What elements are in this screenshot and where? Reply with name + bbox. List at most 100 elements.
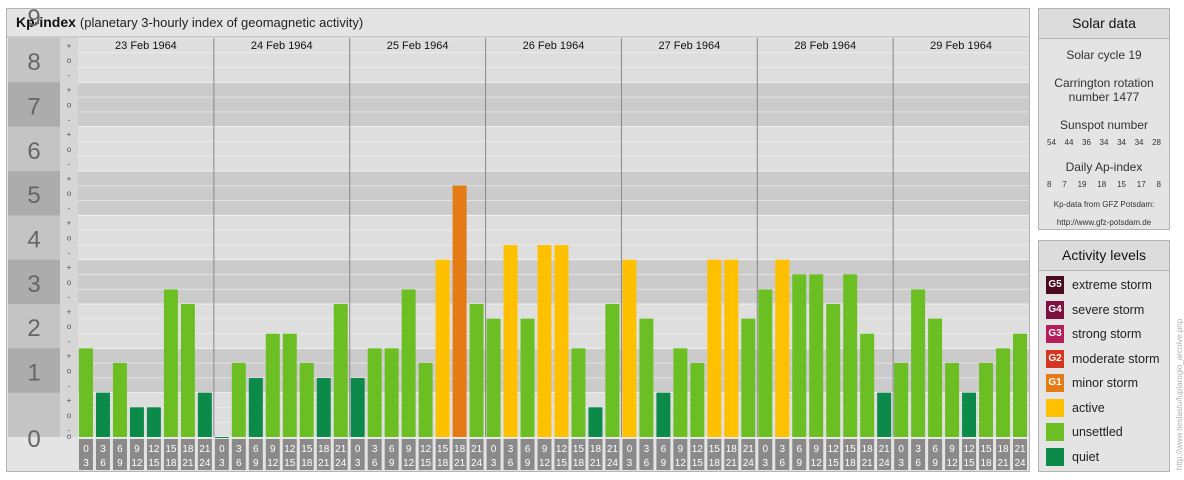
y-subtick-background [60, 38, 78, 437]
kp-bar [503, 245, 518, 437]
sunspot-value-6: 28 [1152, 138, 1161, 147]
sub-tick-label: + [67, 174, 72, 183]
kp-bar [146, 407, 161, 437]
kp-bar [469, 304, 484, 437]
interval-start: 3 [100, 444, 106, 455]
kp-bar [350, 378, 365, 437]
interval-end: 3 [627, 458, 633, 469]
ap-label: Daily Ap-index [1065, 160, 1143, 174]
interval-start: 12 [284, 444, 296, 455]
kp-bar [112, 362, 127, 437]
interval-start: 18 [182, 444, 194, 455]
sunspot-value-3: 34 [1099, 138, 1109, 147]
kp-bar [690, 362, 705, 437]
day-label: 28 Feb 1964 [794, 40, 856, 52]
interval-start: 6 [796, 444, 802, 455]
sunspot-value-2: 36 [1082, 138, 1091, 147]
band [78, 126, 1029, 171]
kp-bar [894, 362, 909, 437]
credit-text: http://www.tieslastu/luplarogio_arcnive.… [1175, 318, 1184, 470]
interval-end: 24 [199, 458, 211, 469]
kp-bar [758, 289, 773, 437]
level-swatch [1046, 447, 1064, 466]
kp-bar [486, 318, 501, 437]
interval-box [79, 439, 93, 470]
ap-value-3: 18 [1097, 180, 1107, 189]
interval-box [775, 439, 790, 470]
kp-bar [231, 362, 246, 437]
sub-tick-label: o [67, 367, 72, 376]
interval-start: 15 [437, 444, 449, 455]
interval-end: 15 [828, 458, 840, 469]
activity-level-strong-storm: G3 strong storm [1039, 322, 1169, 347]
kp-bar [724, 259, 739, 437]
interval-box [826, 439, 841, 470]
sub-tick-label: o [67, 322, 72, 331]
interval-start: 12 [964, 444, 976, 455]
kp-bar [741, 318, 756, 437]
interval-start: 12 [148, 444, 160, 455]
interval-start: 18 [997, 444, 1009, 455]
y-tick-label: 7 [27, 94, 40, 121]
kp-bar [282, 333, 297, 437]
level-label: extreme storm [1072, 278, 1152, 293]
kp-bar [996, 348, 1011, 437]
solar-data-panel: Solar data Solar cycle 19 Carrington rot… [1038, 8, 1170, 230]
sub-tick-label: o [67, 101, 72, 110]
sub-tick-label: o [67, 278, 72, 287]
interval-start: 6 [525, 444, 531, 455]
y-band [8, 171, 60, 216]
interval-end: 18 [845, 458, 857, 469]
interval-start: 21 [335, 444, 347, 455]
interval-start: 0 [762, 444, 768, 455]
y-tick-label: 2 [27, 315, 40, 342]
level-swatch: G4 [1046, 300, 1064, 319]
interval-box [401, 439, 416, 470]
interval-start: 21 [743, 444, 755, 455]
sub-tick-label: o [67, 432, 72, 441]
interval-box [537, 439, 552, 470]
interval-box [962, 439, 977, 470]
interval-end: 6 [508, 458, 514, 469]
interval-end: 24 [335, 458, 347, 469]
y-tick-label: 6 [27, 138, 40, 165]
interval-end: 9 [253, 458, 259, 469]
interval-start: 18 [726, 444, 738, 455]
sub-tick-label: - [68, 248, 71, 257]
y-band [8, 392, 60, 437]
kp-bar [554, 245, 569, 437]
kp-bar [826, 304, 841, 437]
interval-box [146, 439, 161, 470]
interval-end: 15 [148, 458, 160, 469]
interval-start: 21 [1014, 444, 1026, 455]
day-label: 24 Feb 1964 [251, 40, 313, 52]
sub-tick-label: o [67, 189, 72, 198]
interval-start: 15 [165, 444, 177, 455]
interval-start: 15 [709, 444, 721, 455]
day-label: 25 Feb 1964 [387, 40, 449, 52]
interval-box [996, 439, 1011, 470]
interval-start: 21 [879, 444, 891, 455]
kp-bar [673, 348, 688, 437]
interval-start: 9 [270, 444, 276, 455]
kp-bar [1013, 333, 1027, 437]
source-line-2[interactable]: http://www.gfz-potsdam.de [1056, 218, 1152, 227]
interval-end: 9 [661, 458, 667, 469]
interval-box [945, 439, 960, 470]
interval-start: 0 [83, 444, 89, 455]
interval-box [724, 439, 739, 470]
interval-box [843, 439, 858, 470]
interval-box [163, 439, 178, 470]
subtitle-text: (planetary 3-hourly index of geomagnetic… [79, 15, 364, 30]
activity-level-moderate-storm: G2 moderate storm [1039, 347, 1169, 372]
level-swatch: G5 [1046, 276, 1064, 295]
interval-start: 3 [779, 444, 785, 455]
interval-start: 18 [318, 444, 330, 455]
level-label: unsettled [1072, 425, 1123, 440]
interval-start: 9 [813, 444, 819, 455]
sub-tick-label: + [67, 219, 72, 228]
sub-tick-label: o [67, 56, 72, 65]
kp-bar [163, 289, 178, 437]
interval-end: 18 [437, 458, 449, 469]
level-label: severe storm [1072, 302, 1145, 317]
